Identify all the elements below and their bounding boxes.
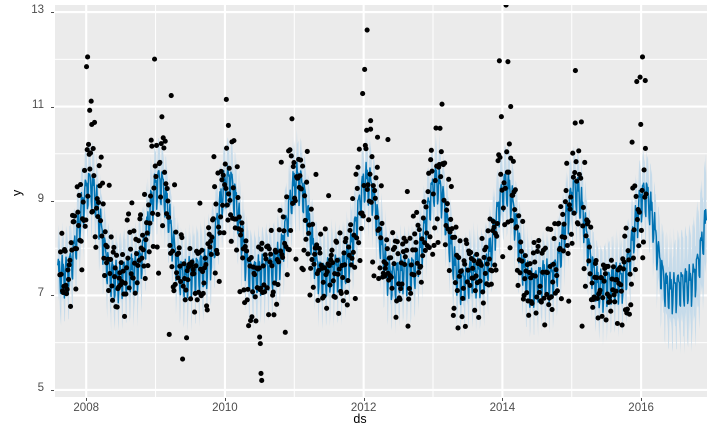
y-tick-mark: [51, 295, 54, 297]
x-tick-mark: [641, 398, 643, 401]
y-tick-label-7: 7: [37, 287, 44, 300]
x-tick-label-2010: 2010: [212, 402, 238, 414]
y-tick-label-11: 11: [32, 98, 44, 111]
x-tick-mark: [502, 398, 504, 401]
x-tick-label-2014: 2014: [489, 402, 516, 414]
x-tick-label-2016: 2016: [628, 402, 654, 414]
y-axis-title: y: [10, 189, 24, 196]
x-tick-label-2008: 2008: [73, 402, 99, 414]
y-tick-label-5: 5: [37, 381, 44, 394]
plot-panel: [55, 5, 707, 397]
x-tick-label-2012: 2012: [350, 402, 377, 414]
y-tick-mark: [51, 12, 54, 14]
y-tick-mark: [51, 106, 54, 108]
y-tick-label-13: 13: [31, 4, 44, 17]
y-tick-label-9: 9: [37, 193, 44, 205]
x-tick-mark: [363, 398, 365, 401]
x-axis-title: ds: [353, 412, 367, 426]
y-tick-mark: [51, 389, 54, 391]
plot-svg: [55, 5, 707, 397]
x-tick-mark: [86, 398, 88, 401]
y-tick-mark: [51, 201, 54, 202]
x-tick-mark: [224, 398, 226, 401]
observed-points: [57, 5, 649, 384]
